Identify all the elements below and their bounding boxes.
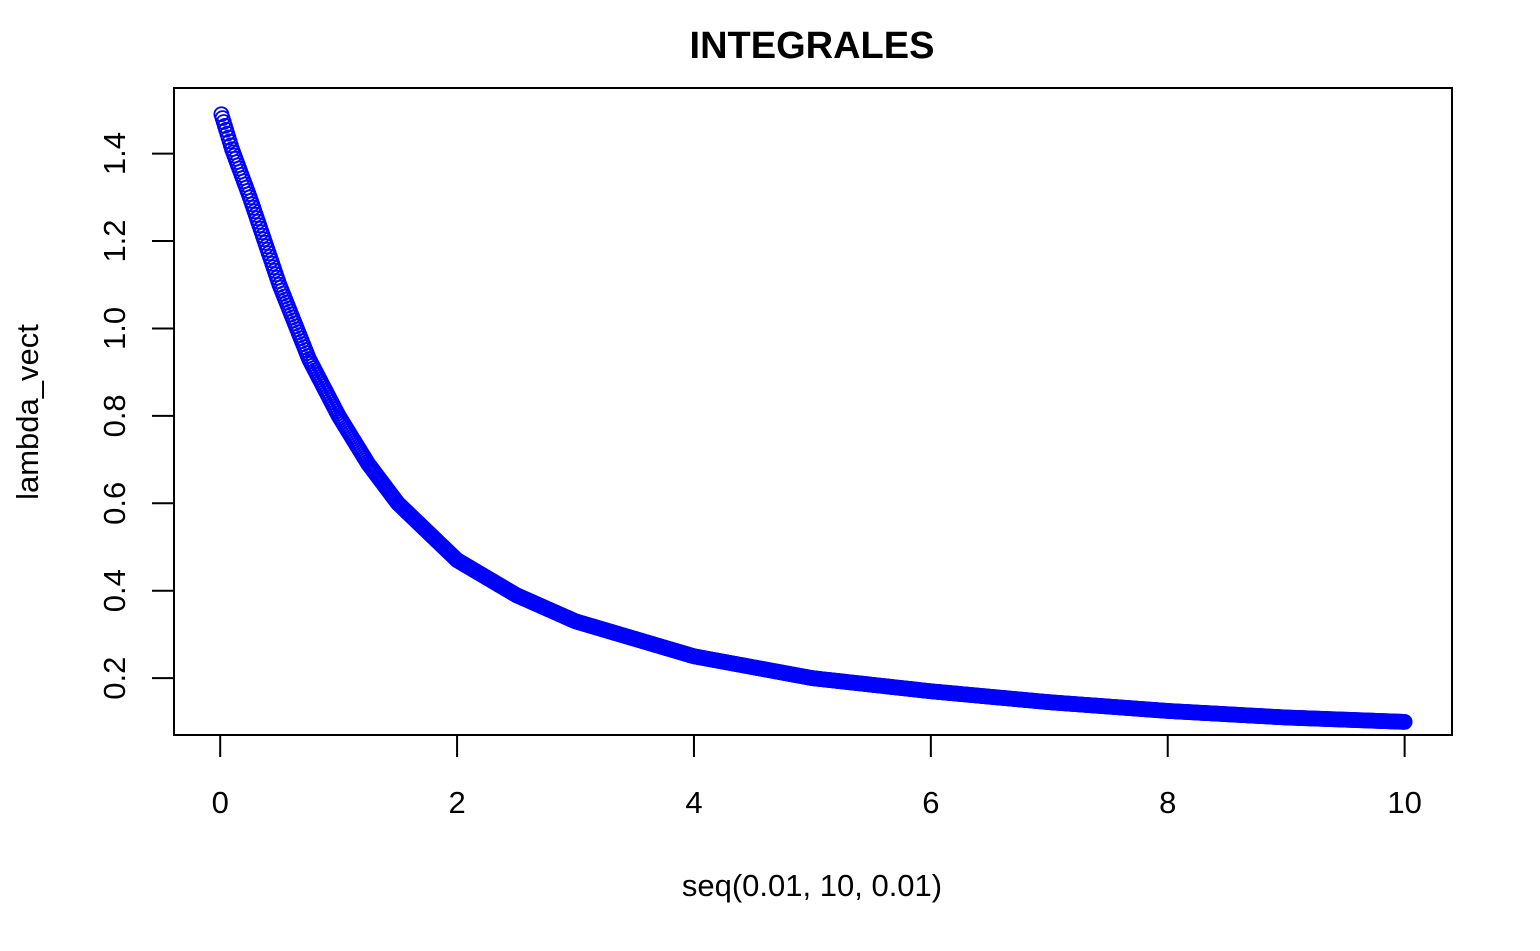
x-tick-label: 6 [922,785,939,820]
chart-title: INTEGRALES [690,25,935,67]
y-axis-label: lambda_vect [10,324,45,500]
y-tick-label: 0.2 [97,657,132,700]
y-tick-label: 0.8 [97,394,132,437]
x-tick-label: 8 [1159,785,1176,820]
data-points [213,106,1413,730]
y-tick-label: 1.0 [97,307,132,350]
x-axis: 0 2 4 6 8 10 [212,734,1422,820]
y-tick-label: 1.2 [97,219,132,262]
y-tick-label: 0.6 [97,482,132,525]
x-axis-label: seq(0.01, 10, 0.01) [682,868,942,903]
x-tick-label: 10 [1387,785,1421,820]
x-tick-label: 2 [448,785,465,820]
y-axis: 0.2 0.4 0.6 0.8 1.0 1.2 1.4 [97,132,175,700]
data-point [1396,713,1413,730]
y-tick-label: 1.4 [97,132,132,175]
x-tick-label: 0 [212,785,229,820]
y-tick-label: 0.4 [97,569,132,612]
x-tick-label: 4 [685,785,702,820]
